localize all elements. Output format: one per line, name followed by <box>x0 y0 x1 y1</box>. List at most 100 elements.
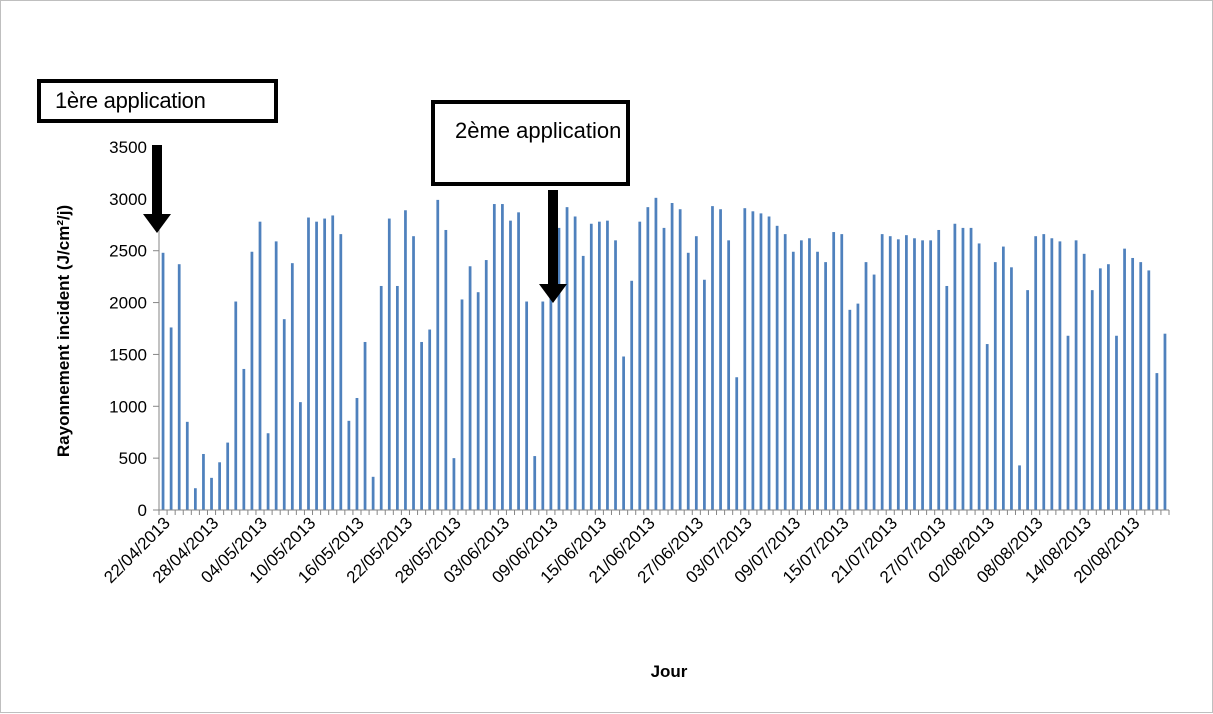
bar <box>282 319 286 510</box>
bar <box>274 241 278 510</box>
bar <box>185 421 189 510</box>
bar <box>589 223 593 510</box>
bar <box>937 229 941 510</box>
annotation-arrow-head <box>539 284 567 303</box>
bar <box>468 266 472 510</box>
y-tick-label: 2500 <box>109 242 147 261</box>
bar <box>1139 262 1143 510</box>
bar <box>735 377 739 510</box>
bar <box>703 279 706 510</box>
bar <box>1147 270 1151 510</box>
y-tick-label: 2000 <box>109 294 147 313</box>
bar <box>1115 335 1118 510</box>
bar <box>856 303 860 510</box>
bar <box>250 251 254 510</box>
bar <box>557 227 561 510</box>
bar <box>404 210 407 510</box>
bar <box>307 217 310 510</box>
bar <box>371 476 375 510</box>
bar <box>1098 268 1102 510</box>
bar <box>315 221 318 511</box>
bar <box>1042 234 1046 510</box>
bar <box>436 199 440 510</box>
bar <box>363 341 367 510</box>
bar <box>573 216 577 511</box>
bar <box>412 236 415 510</box>
bar <box>476 292 480 510</box>
bar <box>767 216 771 511</box>
bar <box>452 458 456 510</box>
bar <box>872 274 876 510</box>
annotation-first-application: 1ère application <box>37 79 278 123</box>
bar <box>444 229 448 510</box>
bar <box>848 309 852 510</box>
bar <box>565 207 569 510</box>
bar <box>969 227 973 510</box>
y-axis-label: Rayonnement incident (J/cm²/j) <box>54 205 73 457</box>
bar <box>347 420 351 510</box>
bar <box>1155 373 1159 510</box>
bar <box>323 218 327 510</box>
y-tick-label: 500 <box>119 449 147 468</box>
bar <box>1050 238 1054 510</box>
bar <box>808 238 811 510</box>
bar <box>484 260 488 510</box>
bar <box>840 234 844 510</box>
bar <box>1026 290 1029 510</box>
bar <box>727 240 731 510</box>
bar <box>630 280 634 510</box>
bar <box>1163 333 1167 510</box>
bar <box>711 206 714 510</box>
bar <box>387 218 391 510</box>
bar <box>929 240 933 510</box>
bar <box>218 462 221 510</box>
bar <box>549 238 553 510</box>
bar <box>686 252 690 511</box>
bar <box>832 232 836 511</box>
bar <box>888 236 892 510</box>
bars-group <box>161 197 1167 511</box>
bar <box>791 251 795 510</box>
bar <box>670 203 674 510</box>
y-axis: 0 500 1000 1500 2000 2500 3000 3500 <box>109 138 160 520</box>
bar <box>1090 290 1094 510</box>
bar <box>993 262 997 510</box>
bar <box>258 221 262 511</box>
bar <box>339 234 343 510</box>
bar <box>517 212 520 510</box>
bar <box>1018 465 1021 510</box>
bar <box>395 285 399 510</box>
annotation-first-application-text: 1ère application <box>55 88 206 113</box>
bar <box>290 263 294 510</box>
bar <box>719 209 722 511</box>
bar <box>1001 246 1005 510</box>
bar <box>492 204 496 511</box>
bar <box>864 262 868 510</box>
x-axis: 22/04/201328/04/201304/05/201310/05/2013… <box>100 509 1170 587</box>
bar <box>242 368 246 510</box>
bar <box>896 239 900 510</box>
bar <box>678 209 682 511</box>
bar <box>581 255 585 510</box>
bar <box>816 251 819 510</box>
bar <box>169 327 173 510</box>
bar <box>921 240 924 510</box>
bar <box>751 211 755 511</box>
bar <box>783 234 787 510</box>
bar <box>614 240 617 510</box>
bar <box>759 213 763 510</box>
bar <box>541 301 545 510</box>
bar <box>977 243 981 510</box>
bar <box>824 262 827 510</box>
bar <box>953 223 957 510</box>
bar <box>622 356 625 510</box>
bar <box>460 299 464 510</box>
y-tick-label: 0 <box>138 501 147 520</box>
annotation-arrows <box>143 145 567 303</box>
bar <box>694 236 698 510</box>
bar <box>597 221 601 511</box>
bar <box>775 225 779 510</box>
annotation-arrow-shaft <box>152 145 162 215</box>
bar <box>880 234 884 510</box>
y-tick-label: 1500 <box>109 345 147 364</box>
